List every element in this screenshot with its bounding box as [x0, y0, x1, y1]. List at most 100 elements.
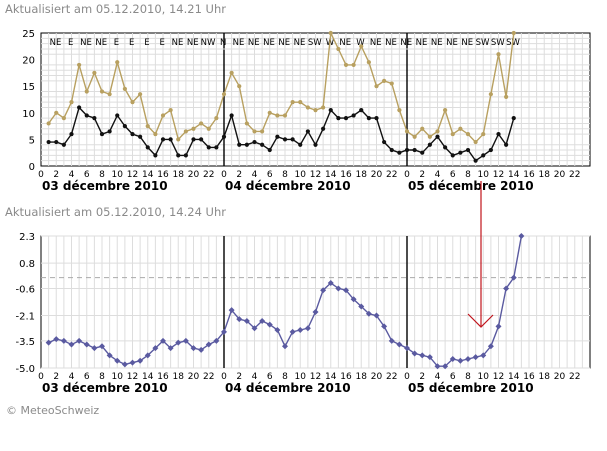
x-tick-label: 16: [523, 170, 535, 180]
wind-gust-point: [107, 92, 112, 97]
pressure-point: [480, 352, 487, 359]
pressure-point: [228, 307, 235, 314]
wind-mean-point: [328, 108, 333, 113]
wind-gust-point: [206, 126, 211, 131]
wind-gust-point: [214, 116, 219, 121]
wind-mean-point: [397, 150, 402, 155]
wind-direction-label: E: [160, 38, 165, 48]
x-tick-label: 6: [450, 170, 456, 180]
wind-direction-label: NE: [400, 38, 412, 48]
wind-gust-point: [435, 129, 440, 134]
wind-mean-point: [69, 131, 74, 137]
wind-gust-point: [168, 108, 173, 113]
x-tick-label: 4: [69, 372, 75, 382]
pressure-point: [91, 345, 98, 352]
pressure-point: [289, 328, 296, 335]
wind-mean-point: [282, 137, 288, 142]
pressure-point: [45, 339, 52, 346]
wind-gust-point: [389, 81, 394, 86]
pressure-point: [259, 317, 266, 324]
y-tick-label: 25: [22, 29, 35, 40]
pressure-point: [198, 346, 205, 353]
x-tick-label: 10: [112, 372, 124, 382]
wind-mean-point: [488, 147, 493, 153]
wind-direction-label: NE: [370, 38, 382, 48]
wind-gust-point: [298, 100, 303, 105]
pressure-point: [304, 325, 311, 332]
wind-mean-point: [199, 137, 204, 142]
wind-mean-point: [343, 116, 349, 121]
x-tick-label: 18: [356, 372, 368, 382]
wind-mean-point: [374, 116, 379, 121]
wind-gust-point: [176, 137, 181, 142]
wind-mean-point: [77, 105, 82, 110]
pressure-point: [434, 363, 441, 370]
wind-mean-point: [206, 145, 211, 150]
wind-direction-label: NE: [385, 38, 397, 48]
x-tick-label: 18: [539, 372, 551, 382]
wind-mean-point: [450, 153, 455, 158]
x-tick-label: 4: [252, 372, 258, 382]
pressure-point: [106, 352, 113, 359]
pressure-point: [358, 303, 365, 310]
wind-direction-label: SW: [476, 38, 490, 48]
wind-gust-point: [305, 105, 310, 110]
wind-gust-point: [275, 113, 280, 118]
x-tick-label: 16: [340, 170, 352, 180]
wind-direction-label: NE: [461, 38, 473, 48]
x-tick-label: 0: [38, 170, 44, 180]
pressure-point: [236, 316, 243, 323]
wind-mean-point: [168, 137, 173, 142]
wind-gust-point: [412, 134, 417, 139]
x-tick-label: 18: [173, 170, 185, 180]
wind-gust-point: [351, 62, 356, 68]
x-tick-label: 2: [419, 170, 425, 180]
pressure-chart-updated-text: Aktualisiert am 05.12.2010, 14.24 Uhr: [5, 205, 226, 219]
wind-direction-label: NW: [201, 38, 216, 48]
wind-gust-point: [92, 70, 97, 75]
pressure-point: [503, 285, 510, 292]
x-tick-label: 0: [404, 170, 410, 180]
wind-gust-point: [115, 60, 120, 65]
x-tick-label: 0: [221, 372, 227, 382]
y-tick-label: 0.8: [19, 259, 35, 270]
wind-gust-point: [313, 108, 318, 113]
wind-gust-point: [153, 131, 158, 137]
day-label: 05 décembre 2010: [408, 381, 534, 395]
wind-gust-point: [450, 131, 455, 137]
x-tick-label: 18: [173, 372, 185, 382]
y-tick-label: 0: [29, 162, 35, 173]
x-tick-label: 10: [112, 170, 124, 180]
wind-gust-point: [511, 30, 516, 36]
wind-gust-point: [130, 100, 135, 105]
day-label: 05 décembre 2010: [408, 179, 534, 193]
wind-mean-point: [229, 113, 234, 118]
wind-gust-point: [465, 131, 471, 137]
wind-mean-point: [267, 147, 272, 153]
wind-gust-point: [99, 89, 105, 94]
x-tick-label: 2: [53, 170, 59, 180]
wind-direction-label: W: [356, 38, 365, 48]
pressure-point: [312, 308, 319, 315]
wind-mean-point: [61, 142, 66, 147]
wind-mean-point: [504, 142, 509, 147]
pressure-point: [442, 363, 449, 370]
wind-mean-point: [92, 116, 97, 121]
wind-mean-point: [511, 116, 516, 121]
wind-gust-point: [69, 100, 74, 105]
x-tick-label: 20: [554, 372, 566, 382]
x-tick-label: 12: [310, 372, 321, 382]
y-tick-label: 5: [29, 135, 35, 146]
copyright-text: © MeteoSchweiz: [6, 404, 100, 417]
pressure-point: [388, 337, 395, 344]
pressure-point: [373, 312, 380, 319]
pressure-point: [335, 285, 342, 292]
wind-gust-point: [84, 89, 89, 94]
pressure-point: [129, 359, 136, 366]
annotation-arrow-head: [467, 313, 494, 328]
wind-gust-point: [458, 126, 463, 131]
x-tick-label: 22: [203, 372, 214, 382]
wind-mean-point: [260, 142, 265, 147]
x-tick-label: 20: [371, 170, 383, 180]
